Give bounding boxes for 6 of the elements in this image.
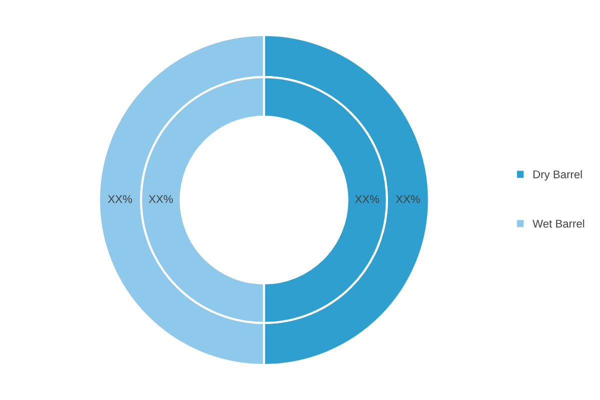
data-label: XX% bbox=[396, 195, 420, 203]
legend-label: Wet Barrel bbox=[532, 219, 584, 228]
data-label: XX% bbox=[148, 195, 173, 203]
data-label: XX% bbox=[355, 195, 380, 203]
data-label: XX% bbox=[108, 195, 132, 203]
legend-label: Dry Barrel bbox=[533, 170, 582, 181]
